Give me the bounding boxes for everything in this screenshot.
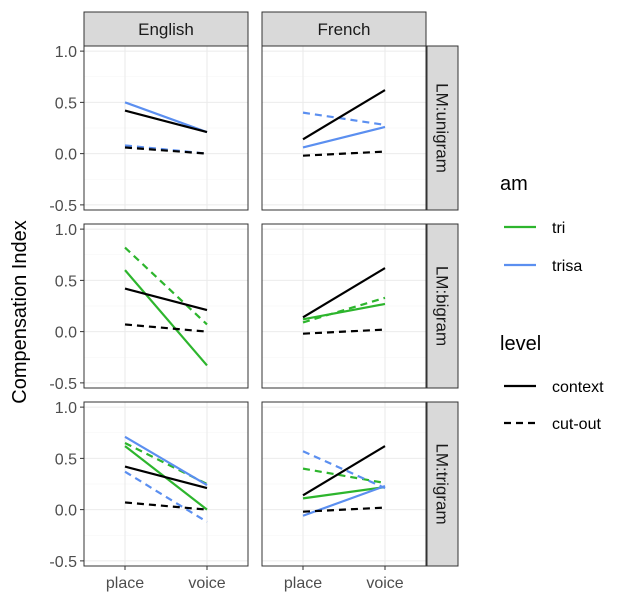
- y-tick-label: 1.0: [55, 44, 77, 61]
- series-line-none-context: [302, 267, 386, 319]
- series-line-none-context: [302, 445, 386, 497]
- row-strip-label: LM:bigram: [433, 266, 452, 346]
- legend-label-trisa: trisa: [552, 258, 582, 275]
- legend: am tri trisa level context cut-out: [500, 173, 604, 433]
- series-line-tri-context: [302, 302, 386, 321]
- series-line-none-context: [124, 465, 208, 490]
- y-tick-label: -0.5: [49, 198, 77, 215]
- y-tick-label: 0.0: [55, 503, 77, 520]
- y-tick-label: 1.0: [55, 222, 77, 239]
- panel-lm-bigram-french: [261, 223, 427, 389]
- x-tick-label: voice: [366, 575, 403, 592]
- legend-title-level: level: [500, 333, 541, 355]
- panel-border: [261, 223, 427, 389]
- series-line-trisa-cut-out: [124, 470, 208, 523]
- y-tick-label: 0.5: [55, 273, 77, 290]
- panel-lm-trigram-french: [261, 401, 427, 567]
- series-line-trisa-cut-out: [302, 450, 386, 490]
- y-tick-label: -0.5: [49, 554, 77, 571]
- axes: -0.5 0.0 0.5 1.0 -0.5 0.0 0.5 1.0 -0.5 0.0 0.5 1.0 p…: [49, 44, 403, 592]
- column-strip-label: English: [138, 20, 194, 39]
- series-line-tri-cut-out: [124, 246, 208, 326]
- panel-lm-unigram-french: [261, 45, 427, 211]
- series-line-none-cut-out: [302, 328, 386, 335]
- panel-lm-unigram-english: [83, 45, 249, 211]
- y-tick-label: 0.5: [55, 95, 77, 112]
- x-tick-label: place: [284, 575, 322, 592]
- facet-strips: English French LM:unigram LM:bigram LM:trigr…: [83, 11, 459, 567]
- y-axis-title: Compensation Index: [9, 220, 31, 403]
- column-strip: [83, 11, 249, 47]
- series-line-tri-context: [124, 269, 208, 367]
- row-strip-label: LM:unigram: [433, 83, 452, 173]
- panel-border: [83, 401, 249, 567]
- row-strip: [426, 401, 459, 567]
- series-line-trisa-context: [302, 125, 386, 149]
- series-line-tri-cut-out: [302, 296, 386, 324]
- series-line-trisa-context: [124, 101, 208, 134]
- column-strip: [261, 11, 427, 47]
- series-line-none-cut-out: [124, 146, 208, 155]
- series-line-none-cut-out: [302, 506, 386, 513]
- row-strip: [426, 223, 459, 389]
- y-tick-label: 1.0: [55, 400, 77, 417]
- series-line-tri-context: [302, 485, 386, 500]
- series-line-none-context: [124, 287, 208, 312]
- series-line-trisa-context: [124, 435, 208, 486]
- x-tick-label: voice: [188, 575, 225, 592]
- legend-label-cut-out: cut-out: [552, 416, 601, 433]
- panel-border: [83, 223, 249, 389]
- legend-title-am: am: [500, 173, 528, 195]
- y-tick-label: 0.0: [55, 325, 77, 342]
- row-strip: [426, 45, 459, 211]
- series-line-trisa-cut-out: [302, 111, 386, 127]
- panel-border: [261, 401, 427, 567]
- series-line-none-context: [124, 109, 208, 134]
- series-line-tri-cut-out: [302, 467, 386, 485]
- panel-lm-bigram-english: [83, 223, 249, 389]
- legend-label-context: context: [552, 379, 604, 396]
- panel-lm-trigram-english: [83, 401, 249, 567]
- series-line-none-context: [302, 89, 386, 141]
- row-strip-label: LM:trigram: [433, 443, 452, 524]
- y-tick-label: -0.5: [49, 376, 77, 393]
- series-line-none-cut-out: [124, 323, 208, 333]
- series-line-none-cut-out: [124, 501, 208, 511]
- legend-label-tri: tri: [552, 220, 565, 237]
- x-tick-label: place: [106, 575, 144, 592]
- series-line-none-cut-out: [302, 150, 386, 157]
- column-strip-label: French: [318, 20, 371, 39]
- panels: [83, 45, 427, 567]
- y-tick-label: 0.0: [55, 147, 77, 164]
- y-tick-label: 0.5: [55, 451, 77, 468]
